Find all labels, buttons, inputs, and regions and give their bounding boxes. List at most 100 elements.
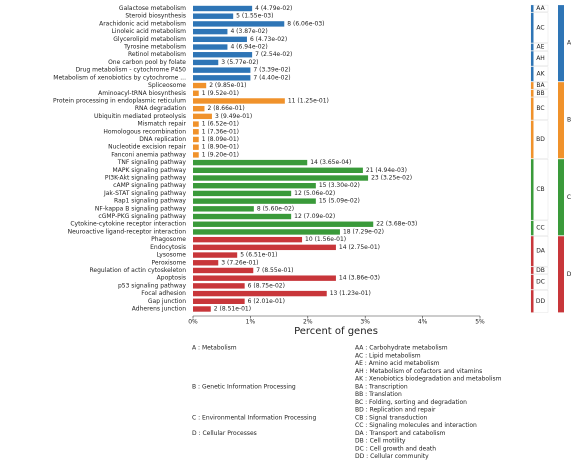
subclass-code: AA — [536, 5, 545, 12]
category-label: RNA degradation — [135, 105, 186, 112]
bar — [193, 306, 211, 312]
bar — [193, 260, 219, 266]
category-label: Gap junction — [148, 298, 186, 305]
bar-label: 14 (3.65e-04) — [310, 159, 351, 166]
bar — [193, 198, 316, 204]
bar-label: 3 (7.26e-01) — [221, 259, 258, 266]
category-label: Spliceosome — [148, 82, 186, 89]
bar-label: 1 (9.52e-01) — [202, 90, 239, 97]
category-label: Galactose metabolism — [119, 5, 186, 12]
bar-label: 6 (4.73e-02) — [250, 36, 287, 43]
subclass-marker — [531, 66, 534, 82]
bar-label: 1 (6.52e-01) — [202, 121, 239, 128]
x-tick-label: 3% — [360, 319, 370, 326]
subclass-code: DA — [536, 248, 546, 255]
bar — [193, 21, 285, 27]
bar — [193, 152, 199, 158]
category-label: Apoptosis — [157, 275, 186, 282]
bar-label: 7 (2.54e-02) — [255, 51, 292, 58]
bar — [193, 236, 303, 243]
bar — [193, 36, 247, 43]
category-label: MAPK signaling pathway — [113, 167, 187, 174]
category-label: Peroxisome — [152, 259, 187, 266]
bar-label: 3 (5.77e-02) — [221, 59, 258, 66]
category-label: Neuroactive ligand-receptor interaction — [68, 228, 187, 235]
bar — [193, 59, 219, 66]
subclass-marker — [531, 51, 534, 66]
bar-label: 4 (6.94e-02) — [230, 44, 267, 51]
bar-label: 21 (4.94e-03) — [366, 167, 407, 174]
subclass-code: DC — [536, 279, 545, 286]
category-label: Homologous recombination — [103, 128, 186, 135]
subclass-legend: AC : Lipid metabolism — [355, 352, 421, 359]
subclass-code: DD — [536, 298, 546, 305]
subclass-legend: BB : Translation — [355, 391, 402, 398]
category-label: Lysosome — [157, 252, 187, 259]
category-label: Protein processing in endoplasmic reticu… — [53, 97, 186, 104]
x-tick-label: 1% — [246, 319, 256, 326]
x-axis-label: Percent of genes — [294, 326, 378, 337]
subclass-legend: BC : Folding, sorting and degradation — [355, 399, 467, 406]
class-strip — [558, 5, 564, 82]
subclass-code: CC — [536, 225, 544, 232]
subclass-legend: DB : Cell motility — [355, 438, 406, 445]
bar — [193, 144, 199, 150]
subclass-legend: CB : Signal transduction — [355, 414, 428, 421]
bar-label: 8 (6.06e-03) — [287, 20, 324, 27]
bar — [193, 298, 245, 304]
bar — [193, 13, 234, 19]
bar — [193, 159, 308, 166]
category-label: Endocytosis — [150, 244, 186, 251]
x-tick-label: 4% — [418, 319, 428, 326]
category-label: Retinol metabolism — [128, 51, 186, 58]
bar — [193, 28, 228, 35]
subclass-marker — [531, 120, 534, 159]
bar-label: 8 (5.60e-02) — [257, 205, 294, 212]
category-label: Mismatch repair — [138, 121, 187, 128]
bar-label: 6 (8.75e-02) — [248, 282, 285, 289]
subclass-marker — [531, 267, 534, 274]
bar-label: 7 (3.39e-02) — [253, 67, 290, 74]
bar — [193, 129, 199, 135]
bar-label: 7 (8.55e-01) — [256, 267, 293, 274]
subclass-legend: CC : Signaling molecules and interaction — [355, 422, 477, 429]
bar-label: 14 (3.86e-03) — [339, 275, 380, 282]
bar — [193, 5, 253, 12]
bar — [193, 183, 316, 189]
category-label: Adherens junction — [132, 305, 186, 312]
subclass-code: AE — [537, 44, 545, 51]
bar — [193, 244, 336, 251]
category-label: PI3K-Akt signaling pathway — [105, 175, 187, 182]
bar — [193, 283, 245, 289]
bar — [193, 167, 363, 174]
bar — [193, 229, 340, 235]
subclass-marker — [531, 12, 534, 43]
bar — [193, 121, 199, 127]
bar-label: 7 (4.40e-02) — [253, 74, 290, 81]
bar-label: 2 (8.51e-01) — [214, 305, 251, 312]
bar — [193, 290, 327, 297]
subclass-code: BB — [536, 90, 544, 97]
category-label: Aminoacyl-tRNA biosynthesis — [98, 90, 186, 97]
subclass-code: AH — [536, 55, 545, 62]
class-code: B — [567, 117, 571, 124]
subclass-legend: DC : Cell growth and death — [355, 445, 436, 452]
bar-label: 1 (8.09e-01) — [202, 136, 239, 143]
category-label: Nucleotide excision repair — [108, 144, 186, 151]
class-legend: C : Environmental Information Processing — [192, 414, 316, 421]
subclass-legend: AE : Amino acid metabolism — [355, 360, 440, 367]
bar-label: 14 (2.75e-01) — [339, 244, 380, 251]
category-label: Regulation of actin cytoskeleton — [90, 267, 187, 274]
bar — [193, 82, 207, 89]
category-label: Arachidonic acid metabolism — [99, 20, 186, 27]
bar-label: 23 (3.25e-02) — [371, 175, 412, 182]
category-label: Phagosome — [151, 236, 186, 243]
subclass-code: DB — [536, 267, 545, 274]
class-code: D — [567, 271, 572, 278]
x-tick-label: 2% — [303, 319, 313, 326]
subclass-marker — [531, 159, 534, 220]
subclass-code: AC — [536, 24, 544, 31]
category-label: Steroid biosynthesis — [125, 13, 186, 20]
bar — [193, 44, 228, 50]
